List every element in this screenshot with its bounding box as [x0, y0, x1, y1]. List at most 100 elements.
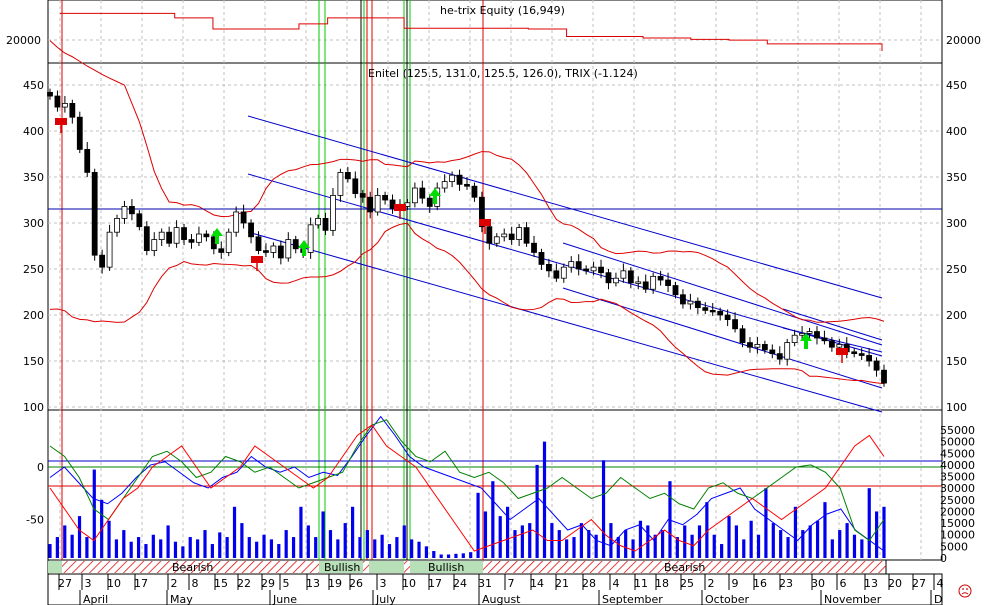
band-neutral-segment: [369, 561, 404, 573]
volume-bar: [483, 511, 488, 558]
candle-body: [881, 369, 887, 384]
candle-body: [344, 171, 351, 180]
candle-body: [761, 344, 768, 351]
day-label: 27: [912, 577, 926, 590]
candle-body: [76, 116, 83, 150]
candle-body: [687, 300, 694, 305]
volume-bar: [601, 460, 606, 558]
candle-body: [188, 239, 195, 243]
candle-body: [702, 307, 709, 311]
candle-body: [263, 250, 269, 253]
candle-body: [791, 334, 798, 343]
trade-markers: [55, 118, 848, 363]
day-label: 13: [306, 577, 320, 590]
candle-body: [456, 174, 463, 185]
price-tick-right: 250: [946, 263, 967, 276]
volume-bar: [793, 506, 798, 558]
candle-body: [441, 181, 448, 189]
volume-tick: 15000: [940, 517, 975, 530]
exit-flag: [251, 256, 263, 263]
volume-bar: [720, 544, 724, 558]
candle-body: [307, 224, 314, 253]
candle-body: [776, 353, 783, 360]
candle-body: [657, 275, 664, 281]
volume-bar: [557, 530, 561, 558]
volume-bar: [63, 525, 67, 558]
volume-bar: [336, 539, 340, 558]
volume-bar: [373, 539, 377, 558]
candle-body: [277, 245, 284, 259]
month-label: September: [602, 593, 663, 605]
candle-body: [575, 261, 582, 270]
volume-bar: [365, 530, 369, 558]
volume-bar: [572, 537, 576, 558]
candle-body: [158, 231, 165, 240]
volume-bar: [838, 530, 842, 558]
day-label: 22: [237, 577, 251, 590]
volume-bar: [779, 530, 783, 558]
day-label: 13: [864, 577, 878, 590]
channel-line: [247, 173, 883, 357]
volume-bar: [247, 537, 251, 558]
day-label: 10: [107, 577, 121, 590]
volume-bar: [291, 537, 296, 558]
candle-body: [672, 285, 679, 296]
volume-bar: [55, 537, 59, 558]
volume-bar: [225, 537, 229, 558]
day-label: 2: [171, 577, 178, 590]
signal-vertical-lines: [61, 0, 484, 560]
volume-tick: 55000: [940, 424, 975, 437]
indicator-tick: 0: [37, 461, 44, 474]
candle-body: [642, 281, 649, 290]
volume-bar: [823, 502, 827, 558]
candle-body: [270, 245, 277, 253]
exit-flag: [836, 348, 848, 355]
volume-bar: [742, 539, 746, 558]
candle-body: [821, 337, 828, 342]
price-tick-left: 250: [23, 263, 44, 276]
candle-body: [493, 236, 500, 244]
volume-bar: [808, 525, 812, 558]
candle-body: [419, 187, 426, 199]
candle-body: [560, 266, 567, 279]
candle-body: [449, 174, 456, 183]
volume-bar: [830, 539, 834, 558]
exit-flag: [55, 118, 67, 125]
band-bullish-segment-2: [410, 561, 483, 573]
volume-tick: 20000: [940, 505, 975, 518]
equity-panel: he-trix Equity (16,949) 20000 20000: [6, 4, 981, 51]
volume-bar: [159, 539, 163, 558]
channel-line: [562, 287, 883, 389]
volume-bar: [432, 551, 436, 558]
volume-bar: [675, 537, 679, 558]
candle-body: [61, 103, 68, 108]
volume-bar: [424, 546, 429, 558]
candle-body: [114, 217, 120, 233]
indicator-tick: -50: [26, 514, 44, 527]
equity-line: [60, 12, 883, 51]
volume-bar: [439, 554, 443, 558]
candle-body: [717, 310, 724, 316]
day-label: 23: [779, 577, 793, 590]
day-label: 24: [453, 577, 467, 590]
candle-body: [166, 231, 173, 244]
candle-body: [680, 294, 686, 305]
price-tick-right: 400: [946, 125, 967, 138]
candle-body: [203, 233, 210, 238]
channel-line: [562, 242, 883, 346]
candle-body: [583, 268, 590, 272]
volume-bar: [181, 546, 185, 558]
volume-bar: [624, 530, 628, 558]
band-bearish-segment-3: [404, 561, 410, 573]
volume-bar: [328, 530, 333, 558]
volume-bar: [144, 544, 148, 558]
candle-body: [605, 272, 612, 284]
candle-body: [173, 227, 180, 244]
day-label: 10: [402, 577, 416, 590]
candle-body: [292, 239, 299, 250]
candle-body: [620, 270, 627, 279]
volume-bar: [203, 530, 207, 558]
volume-bar: [801, 530, 805, 558]
exit-flag: [479, 219, 491, 226]
buy-arrow: [800, 333, 812, 349]
